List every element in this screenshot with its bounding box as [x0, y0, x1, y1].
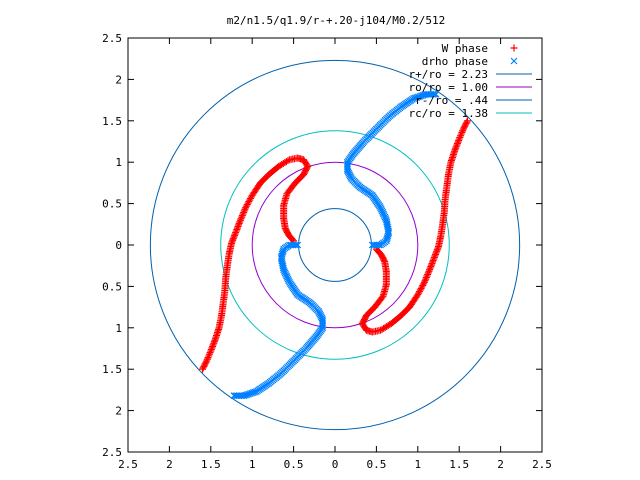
x-tick-label: 1 [249, 458, 256, 471]
w-phase-point [204, 354, 212, 362]
w-phase-point [426, 264, 434, 272]
w-phase-point [424, 270, 432, 278]
w-phase-point [284, 188, 292, 196]
x-tick-label: 2.5 [118, 458, 138, 471]
w-phase-point [244, 199, 252, 207]
circle-3 [220, 130, 450, 360]
w-phase-point [422, 275, 430, 283]
w-phase-point [420, 278, 428, 286]
w-phase-point [456, 133, 464, 141]
w-phase-point [460, 124, 468, 132]
w-phase-point [237, 215, 245, 223]
w-phase-point [425, 267, 433, 275]
x-tick-label: 2 [166, 458, 173, 471]
w-phase-point [243, 201, 251, 209]
legend-symbol [510, 57, 518, 65]
y-tick-label: 0 [115, 239, 122, 252]
w-phase-point [457, 132, 465, 140]
drho-phase-point [432, 90, 440, 98]
w-phase-point [458, 128, 466, 136]
y-tick-label: 1.5 [102, 115, 122, 128]
x-tick-label: 1.5 [449, 458, 469, 471]
w-phase-point [373, 246, 381, 254]
w-phase-point [205, 350, 213, 358]
y-tick-label: 0.5 [102, 280, 122, 293]
legend-label: W phase [442, 42, 488, 55]
legend-label: drho phase [422, 55, 488, 68]
series-0 [199, 117, 471, 373]
w-phase-point [424, 269, 432, 277]
data-points [199, 90, 471, 400]
drho-phase-point [230, 392, 238, 400]
x-tick-label: 0.5 [284, 458, 304, 471]
y-tick-label: 1.5 [102, 363, 122, 376]
w-phase-point [421, 277, 429, 285]
w-phase-point [238, 212, 246, 220]
w-phase-point [284, 157, 292, 165]
w-phase-point [202, 358, 210, 366]
w-phase-point [247, 194, 255, 202]
legend-symbol [510, 44, 518, 52]
w-phase-point [245, 198, 253, 206]
x-tick-label: 2 [497, 458, 504, 471]
w-phase-point [205, 352, 213, 360]
chart-title: m2/n1.5/q1.9/r-+.20-j104/M0.2/512 [227, 14, 446, 27]
legend-label: rc/ro = 1.38 [409, 107, 488, 120]
circle-1 [251, 161, 419, 329]
y-tick-label: 2.5 [102, 32, 122, 45]
series-1 [230, 90, 440, 400]
w-phase-point [289, 236, 297, 244]
w-phase-point [457, 130, 465, 138]
w-phase-point [422, 274, 430, 282]
w-phase-point [241, 205, 249, 213]
w-phase-point [459, 127, 467, 135]
x-tick-label: 1 [414, 458, 421, 471]
w-phase-point [423, 272, 431, 280]
w-phase-point [416, 286, 424, 294]
y-tick-label: 1 [115, 156, 122, 169]
x-tick-label: 0.5 [366, 458, 386, 471]
w-phase-point [203, 357, 211, 365]
circle-0 [149, 59, 521, 431]
y-tick-label: 2.5 [102, 446, 122, 459]
y-tick-label: 2 [115, 73, 122, 86]
y-tick-label: 1 [115, 322, 122, 335]
w-phase-point [239, 210, 247, 218]
w-phase-point [238, 213, 246, 221]
w-phase-point [203, 355, 211, 363]
drho-phase-point [232, 392, 240, 400]
w-phase-point [240, 207, 248, 215]
w-phase-point [236, 216, 244, 224]
w-phase-point [246, 196, 254, 204]
w-phase-point [378, 325, 386, 333]
w-phase-point [206, 349, 214, 357]
legend-label: r+/ro = 2.23 [409, 68, 488, 81]
w-phase-point [418, 283, 426, 291]
w-phase-point [236, 218, 244, 226]
w-phase-point [240, 208, 248, 216]
legend-label: r-/ro = .44 [415, 94, 488, 107]
y-tick-label: 0.5 [102, 198, 122, 211]
drho-phase-point [430, 90, 438, 98]
x-tick-label: 2.5 [532, 458, 552, 471]
w-phase-point [415, 288, 423, 296]
w-phase-point [417, 284, 425, 292]
w-phase-point [426, 266, 434, 274]
axis-ticks: 2.5 2 1.5 1 0.5 0 0.5 1 1.5 2 2.52.521.510.500.511… [102, 32, 552, 471]
x-tick-label: 1.5 [201, 458, 221, 471]
w-phase-point [419, 281, 427, 289]
circle-2 [298, 208, 372, 282]
w-phase-point [242, 204, 250, 212]
legend-label: ro/ro = 1.00 [409, 81, 488, 94]
w-phase-point [420, 280, 428, 288]
w-phase-point [459, 125, 467, 133]
w-phase-point [378, 294, 386, 302]
y-tick-label: 2 [115, 405, 122, 418]
x-tick-label: 0 [332, 458, 339, 471]
w-phase-point [242, 202, 250, 210]
